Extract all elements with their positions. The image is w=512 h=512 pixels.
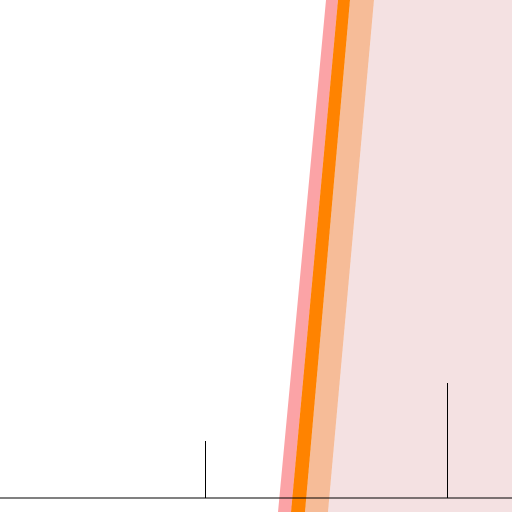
band-peach [305, 0, 374, 512]
shaded-region [328, 0, 512, 512]
orange-line [291, 0, 350, 512]
band-salmon [278, 0, 338, 512]
